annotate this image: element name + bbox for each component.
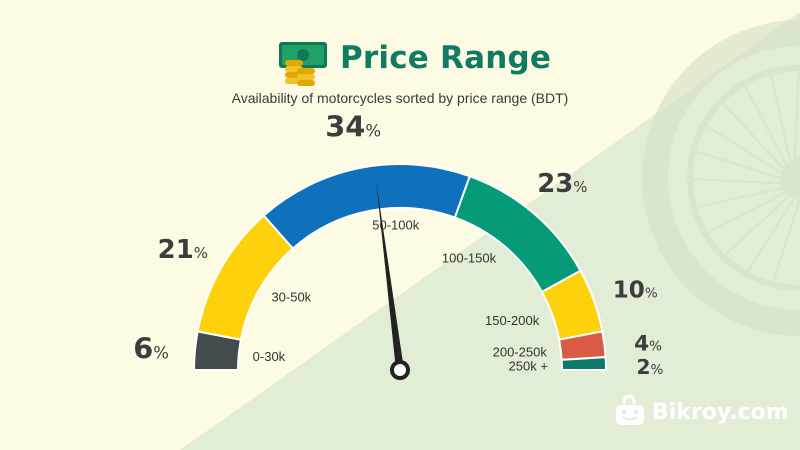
category-label-6: 250k + (509, 358, 548, 373)
gauge-segment-1 (196, 214, 295, 341)
wheel-watermark-icon (642, 20, 800, 336)
page-title: Price Range (340, 40, 552, 76)
brand-name: Bikroy.com (652, 400, 789, 425)
category-label-0: 0-30k (253, 349, 286, 364)
value-label-6: 2% (636, 355, 663, 379)
value-label-0: 6% (133, 331, 169, 365)
category-label-1: 30-50k (271, 290, 311, 305)
gauge-needle-hub (390, 360, 410, 380)
gauge-segment-2 (262, 163, 472, 250)
value-label-4: 10% (613, 277, 658, 303)
money-coins-icon (279, 42, 327, 86)
value-label-3: 23% (537, 169, 587, 199)
smiley-bag-icon (616, 394, 644, 425)
category-label-4: 150-200k (485, 313, 540, 328)
gauge-chart: 0-30k 6% 30-50k 21% 50-100k 34% 100-150k 23% 150… (133, 109, 663, 380)
category-label-5: 200-250k (493, 344, 548, 359)
category-label-3: 100-150k (442, 250, 497, 265)
gauge-segment-6 (560, 356, 608, 371)
gauge-needle (376, 181, 404, 371)
category-label-2: 50-100k (372, 218, 419, 233)
page-subtitle: Availability of motorcycles sorted by pr… (231, 90, 569, 106)
value-label-5: 4% (634, 332, 662, 357)
value-label-2: 34% (325, 109, 381, 143)
value-label-1: 21% (158, 235, 208, 265)
